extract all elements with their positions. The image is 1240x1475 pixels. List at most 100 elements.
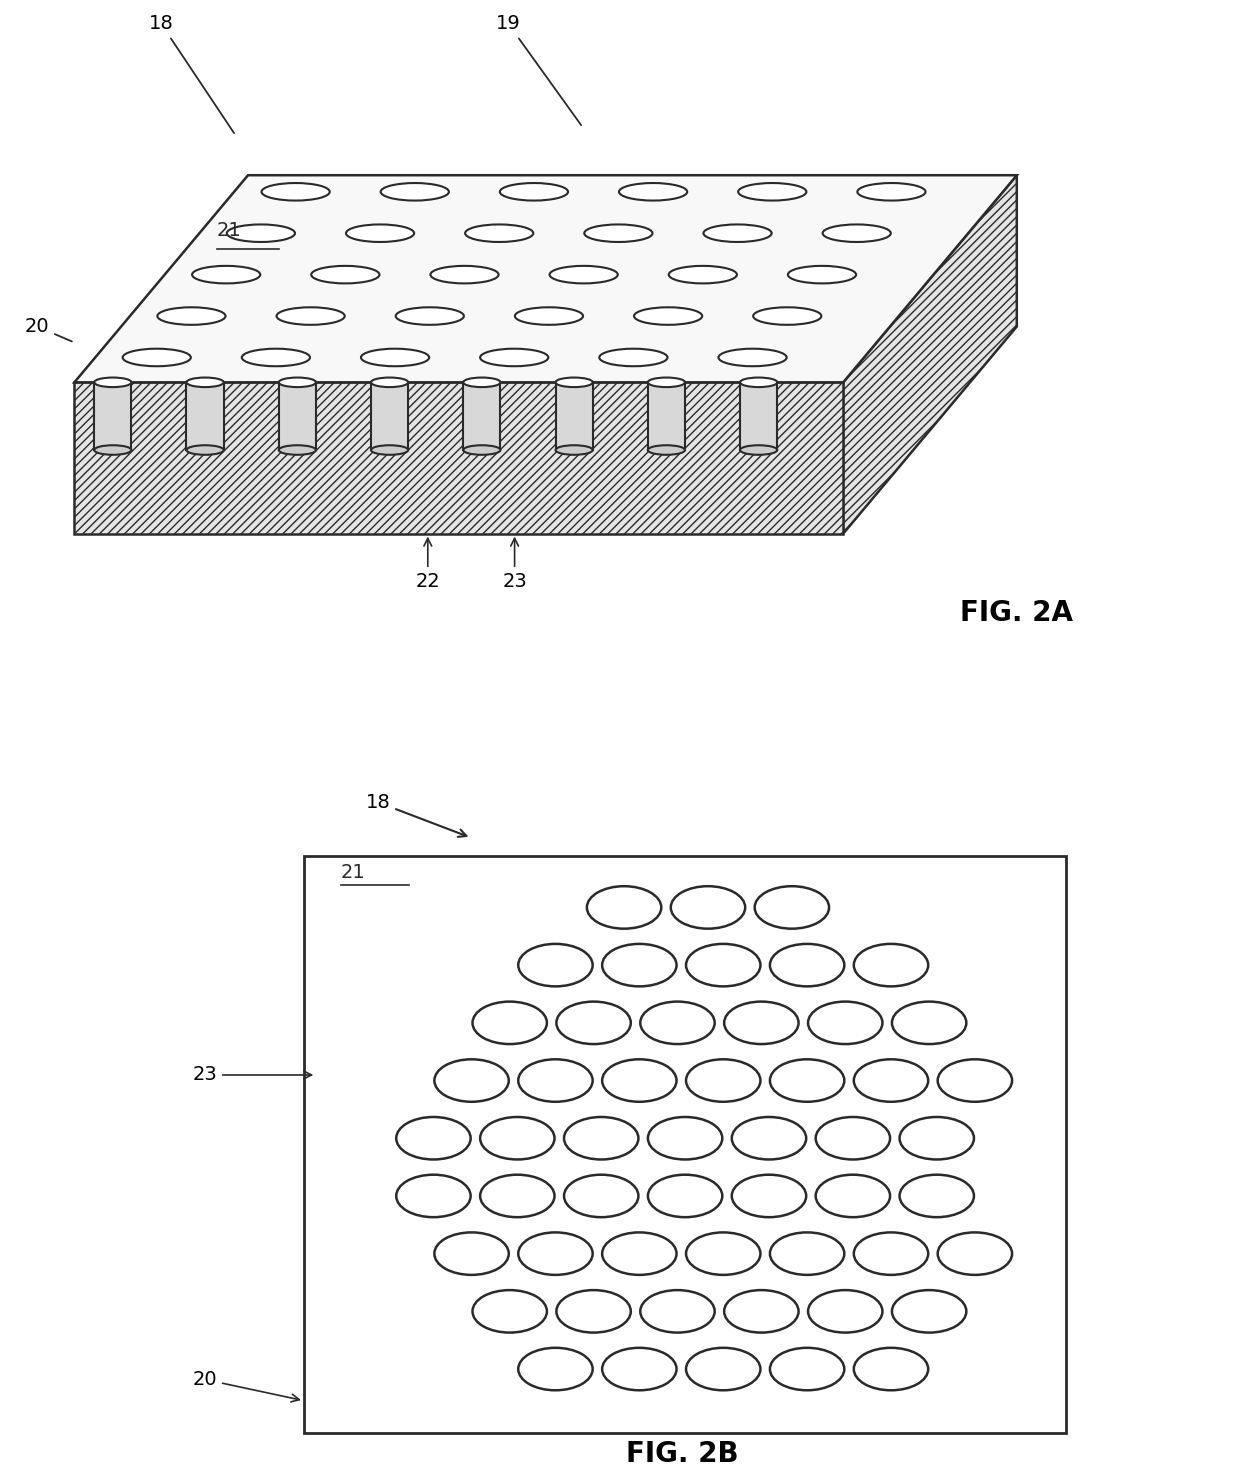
Ellipse shape bbox=[732, 1174, 806, 1217]
Ellipse shape bbox=[753, 307, 821, 324]
Text: 20: 20 bbox=[192, 1370, 299, 1401]
Ellipse shape bbox=[634, 307, 702, 324]
Ellipse shape bbox=[371, 445, 408, 454]
Ellipse shape bbox=[311, 266, 379, 283]
Ellipse shape bbox=[647, 1117, 722, 1159]
Ellipse shape bbox=[686, 1233, 760, 1274]
Polygon shape bbox=[74, 382, 843, 534]
Polygon shape bbox=[279, 382, 316, 450]
Ellipse shape bbox=[397, 1117, 471, 1159]
Ellipse shape bbox=[371, 378, 408, 386]
Text: 23: 23 bbox=[502, 538, 527, 591]
Ellipse shape bbox=[262, 183, 330, 201]
Ellipse shape bbox=[584, 224, 652, 242]
Ellipse shape bbox=[816, 1117, 890, 1159]
Ellipse shape bbox=[556, 445, 593, 454]
Ellipse shape bbox=[557, 1002, 631, 1044]
Ellipse shape bbox=[564, 1117, 639, 1159]
Ellipse shape bbox=[770, 1348, 844, 1391]
Ellipse shape bbox=[603, 1059, 677, 1102]
Ellipse shape bbox=[603, 1348, 677, 1391]
Polygon shape bbox=[74, 176, 1017, 382]
Ellipse shape bbox=[857, 183, 925, 201]
Ellipse shape bbox=[703, 224, 771, 242]
Ellipse shape bbox=[464, 378, 501, 386]
Ellipse shape bbox=[157, 307, 226, 324]
Ellipse shape bbox=[854, 944, 929, 987]
Ellipse shape bbox=[647, 378, 684, 386]
Ellipse shape bbox=[640, 1002, 714, 1044]
Text: 22: 22 bbox=[415, 538, 440, 591]
Text: 18: 18 bbox=[366, 794, 466, 836]
Ellipse shape bbox=[518, 1059, 593, 1102]
Ellipse shape bbox=[186, 378, 223, 386]
Ellipse shape bbox=[564, 1174, 639, 1217]
Ellipse shape bbox=[472, 1002, 547, 1044]
Ellipse shape bbox=[603, 1233, 677, 1274]
Ellipse shape bbox=[740, 378, 777, 386]
Ellipse shape bbox=[279, 445, 316, 454]
Ellipse shape bbox=[755, 886, 830, 929]
Ellipse shape bbox=[854, 1059, 929, 1102]
Polygon shape bbox=[556, 382, 593, 450]
Ellipse shape bbox=[787, 266, 856, 283]
Ellipse shape bbox=[640, 1291, 714, 1332]
Ellipse shape bbox=[464, 445, 501, 454]
Ellipse shape bbox=[361, 348, 429, 366]
Text: 19: 19 bbox=[496, 15, 582, 125]
Ellipse shape bbox=[770, 944, 844, 987]
Ellipse shape bbox=[808, 1291, 883, 1332]
Polygon shape bbox=[740, 382, 777, 450]
Ellipse shape bbox=[480, 1117, 554, 1159]
Ellipse shape bbox=[740, 445, 777, 454]
Ellipse shape bbox=[724, 1291, 799, 1332]
Ellipse shape bbox=[518, 944, 593, 987]
Text: 18: 18 bbox=[149, 15, 234, 133]
Ellipse shape bbox=[732, 1117, 806, 1159]
Ellipse shape bbox=[770, 1059, 844, 1102]
Ellipse shape bbox=[277, 307, 345, 324]
Ellipse shape bbox=[430, 266, 498, 283]
Ellipse shape bbox=[279, 378, 316, 386]
Ellipse shape bbox=[770, 1233, 844, 1274]
Ellipse shape bbox=[94, 445, 131, 454]
Ellipse shape bbox=[515, 307, 583, 324]
Ellipse shape bbox=[937, 1233, 1012, 1274]
Ellipse shape bbox=[668, 266, 737, 283]
Ellipse shape bbox=[434, 1233, 508, 1274]
Ellipse shape bbox=[738, 183, 806, 201]
Ellipse shape bbox=[816, 1174, 890, 1217]
Ellipse shape bbox=[434, 1059, 508, 1102]
Ellipse shape bbox=[899, 1117, 973, 1159]
Polygon shape bbox=[186, 382, 223, 450]
Ellipse shape bbox=[94, 378, 131, 386]
Bar bbox=[304, 855, 1066, 1432]
Ellipse shape bbox=[242, 348, 310, 366]
Ellipse shape bbox=[686, 944, 760, 987]
Ellipse shape bbox=[587, 886, 661, 929]
Ellipse shape bbox=[549, 266, 618, 283]
Ellipse shape bbox=[854, 1233, 929, 1274]
Ellipse shape bbox=[500, 183, 568, 201]
Ellipse shape bbox=[892, 1291, 966, 1332]
Ellipse shape bbox=[599, 348, 667, 366]
Ellipse shape bbox=[671, 886, 745, 929]
Ellipse shape bbox=[686, 1059, 760, 1102]
Ellipse shape bbox=[381, 183, 449, 201]
Text: 21: 21 bbox=[217, 221, 242, 240]
Ellipse shape bbox=[518, 1233, 593, 1274]
Ellipse shape bbox=[518, 1348, 593, 1391]
Ellipse shape bbox=[937, 1059, 1012, 1102]
Polygon shape bbox=[94, 382, 131, 450]
Ellipse shape bbox=[619, 183, 687, 201]
Ellipse shape bbox=[724, 1002, 799, 1044]
Ellipse shape bbox=[186, 445, 223, 454]
Text: 20: 20 bbox=[25, 317, 72, 341]
Ellipse shape bbox=[557, 1291, 631, 1332]
Ellipse shape bbox=[603, 944, 677, 987]
Ellipse shape bbox=[556, 378, 593, 386]
Ellipse shape bbox=[808, 1002, 883, 1044]
Ellipse shape bbox=[227, 224, 295, 242]
Polygon shape bbox=[647, 382, 684, 450]
Ellipse shape bbox=[686, 1348, 760, 1391]
